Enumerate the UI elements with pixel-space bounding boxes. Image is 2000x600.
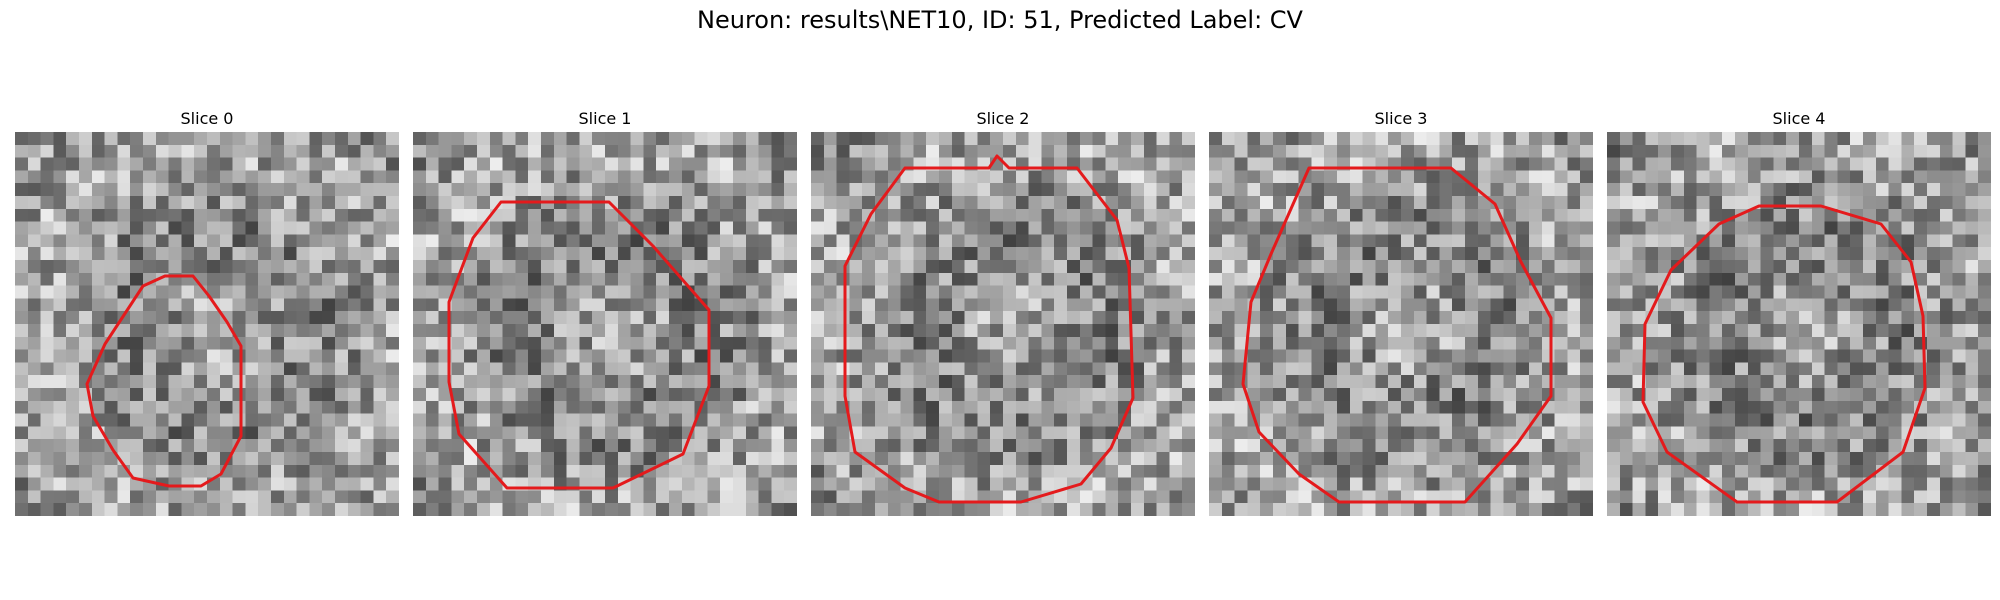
- slice-panel-1: Slice 1: [413, 108, 797, 516]
- slice-title: Slice 0: [180, 109, 234, 128]
- slice-panel-3: Slice 3: [1209, 108, 1593, 516]
- slice-panel-4: Slice 4: [1607, 108, 1991, 516]
- slice-image: [1607, 132, 1991, 516]
- slice-title: Slice 2: [976, 109, 1030, 128]
- slice-image: [811, 132, 1195, 516]
- slice-panel-0: Slice 0: [15, 108, 399, 516]
- slice-image: [1209, 132, 1593, 516]
- slice-title: Slice 4: [1772, 109, 1826, 128]
- slice-title: Slice 3: [1374, 109, 1428, 128]
- figure-title: Neuron: results\NET10, ID: 51, Predicted…: [697, 6, 1303, 34]
- slice-title: Slice 1: [578, 109, 632, 128]
- slice-image: [413, 132, 797, 516]
- slice-image: [15, 132, 399, 516]
- slice-panel-2: Slice 2: [811, 108, 1195, 516]
